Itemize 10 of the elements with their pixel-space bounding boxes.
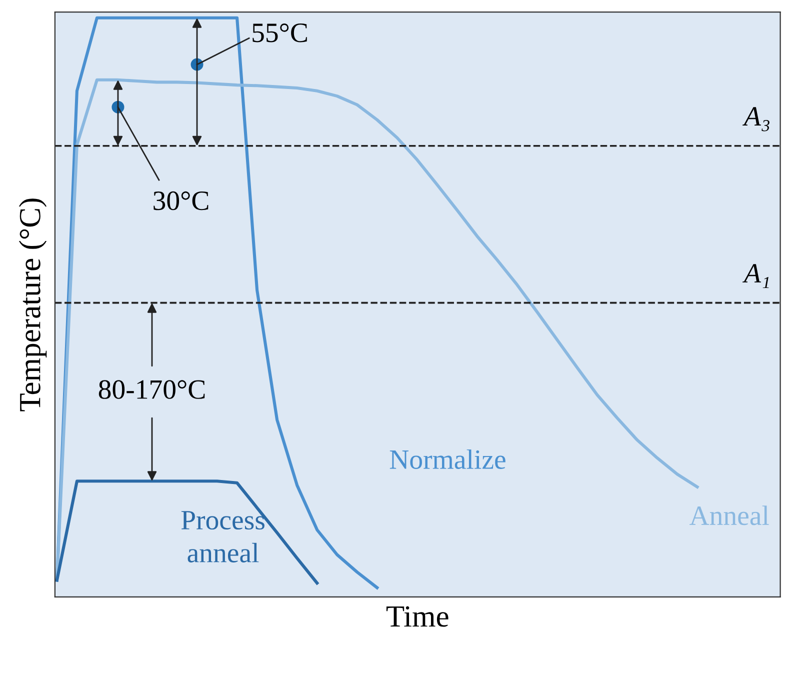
text: Normalize xyxy=(390,449,506,469)
series-label: Process anneal xyxy=(181,511,264,562)
ref-line-label: A₁ xyxy=(742,264,769,288)
annotation: 30°C xyxy=(154,191,208,210)
x-axis-title: Time xyxy=(386,606,448,627)
annotation: 80-170°C xyxy=(98,380,205,399)
annotation: 55°C xyxy=(252,23,307,42)
series-label: Anneal xyxy=(690,506,769,526)
ref-line-label: A₃ xyxy=(742,107,770,132)
y-axis-title: Temperature (°C) xyxy=(18,198,47,412)
